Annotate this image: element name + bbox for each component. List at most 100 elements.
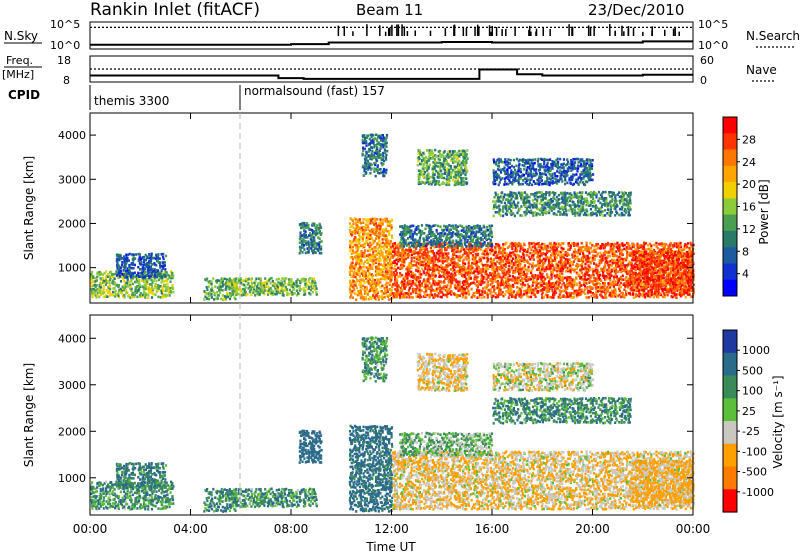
power-echo-cell — [573, 248, 577, 251]
power-echo-cell — [568, 267, 571, 271]
power-echo-cell — [303, 232, 306, 236]
power-echo-cell — [132, 253, 135, 256]
power-echo-cell — [140, 263, 143, 266]
power-echo-cell — [468, 250, 471, 254]
power-echo-cell — [625, 283, 628, 287]
power-echo-cell — [377, 298, 380, 301]
power-echo-cell — [392, 271, 395, 274]
power-echo-cell — [519, 267, 522, 271]
power-echo-cell — [372, 274, 375, 277]
power-echo-cell — [430, 284, 433, 288]
power-echo-cell — [211, 286, 214, 289]
power-echo-cell — [359, 289, 362, 292]
power-echo-cell — [420, 295, 423, 299]
power-echo-cell — [556, 253, 560, 257]
power-echo-cell — [433, 260, 436, 263]
power-echo-cell — [589, 260, 592, 264]
nsky-label: N.Sky — [4, 29, 38, 43]
power-echo-cell — [501, 269, 504, 273]
power-echo-cell — [379, 271, 382, 275]
power-echo-cell — [589, 242, 592, 245]
power-echo-cell — [571, 280, 574, 283]
power-echo-cell — [490, 246, 493, 250]
power-echo-cell — [598, 271, 601, 274]
power-echo-cell — [353, 267, 356, 270]
power-echo-cell — [629, 251, 632, 255]
power-echo-cell — [428, 260, 431, 264]
power-echo-cell — [555, 291, 558, 295]
power-echo-cell — [312, 241, 315, 245]
power-echo-cell — [260, 291, 264, 294]
power-echo-cell — [398, 258, 402, 261]
power-echo-cell — [217, 294, 220, 297]
power-echo-cell — [419, 255, 422, 258]
power-echo-cell — [482, 264, 485, 267]
power-echo-cell — [355, 240, 358, 243]
power-echo-cell — [547, 258, 550, 261]
power-echo-cell — [116, 267, 119, 271]
power-echo-cell — [404, 285, 407, 288]
power-echo-cell — [370, 228, 374, 231]
power-echo-cell — [618, 289, 621, 293]
power-echo-cell — [531, 281, 535, 284]
power-echo-cell — [629, 269, 632, 273]
power-echo-cell — [627, 277, 630, 281]
power-echo-cell — [315, 228, 318, 232]
power-echo-cell — [418, 236, 422, 240]
power-echo-cell — [467, 291, 470, 294]
power-echo-cell — [499, 275, 502, 279]
power-echo-cell — [234, 297, 237, 301]
power-echo-cell — [419, 243, 423, 246]
power-echo-cell — [304, 290, 307, 294]
power-echo-cell — [112, 282, 115, 286]
power-echo-cell — [573, 244, 576, 247]
power-echo-cell — [135, 287, 138, 290]
power-echo-cell — [369, 273, 372, 277]
power-echo-cell — [506, 286, 509, 289]
power-echo-cell — [228, 292, 231, 295]
power-echo-cell — [462, 283, 465, 286]
power-echo-cell — [530, 252, 533, 255]
power-echo-cell — [210, 282, 213, 286]
power-echo-cell — [124, 272, 128, 275]
power-echo-cell — [515, 253, 518, 257]
beam-label: Beam 11 — [356, 1, 423, 19]
power-echo-cell — [348, 228, 352, 232]
power-echo-cell — [474, 274, 477, 277]
power-echo-cell — [539, 264, 542, 267]
power-echo-cell — [359, 221, 363, 225]
power-echo-cell — [614, 266, 617, 270]
power-echo-cell — [621, 242, 624, 245]
power-echo-cell — [308, 245, 311, 249]
power-echo-cell — [430, 258, 433, 262]
power-echo-cell — [360, 244, 363, 248]
power-echo-cell — [595, 248, 598, 251]
power-echo-cell — [377, 280, 381, 283]
power-echo-cell — [457, 230, 460, 233]
power-echo-cell — [113, 286, 116, 290]
power-echo-cell — [569, 264, 572, 268]
power-echo-cell — [517, 256, 520, 259]
power-echo-cell — [360, 250, 363, 253]
power-echo-cell — [399, 274, 402, 277]
power-echo-cell — [600, 289, 603, 293]
power-echo-cell — [515, 279, 518, 282]
power-echo-cell — [377, 231, 380, 235]
power-echo-cell — [501, 277, 504, 281]
power-echo-cell — [210, 293, 213, 296]
power-echo-cell — [318, 243, 321, 246]
power-echo-cell — [124, 257, 127, 261]
power-echo-cell — [561, 275, 564, 279]
power-echo-cell — [384, 271, 387, 275]
power-echo-cell — [314, 247, 317, 250]
power-echo-cell — [496, 260, 499, 264]
power-echo-cell — [574, 242, 577, 246]
power-echo-cell — [497, 246, 500, 249]
power-echo-cell — [360, 227, 363, 231]
power-echo-cell — [355, 250, 358, 254]
power-echo-cell — [280, 287, 283, 290]
power-echo-cell — [363, 281, 366, 284]
power-echo-cell — [553, 281, 556, 285]
power-echo-cell — [320, 251, 323, 255]
power-echo-cell — [354, 228, 357, 232]
